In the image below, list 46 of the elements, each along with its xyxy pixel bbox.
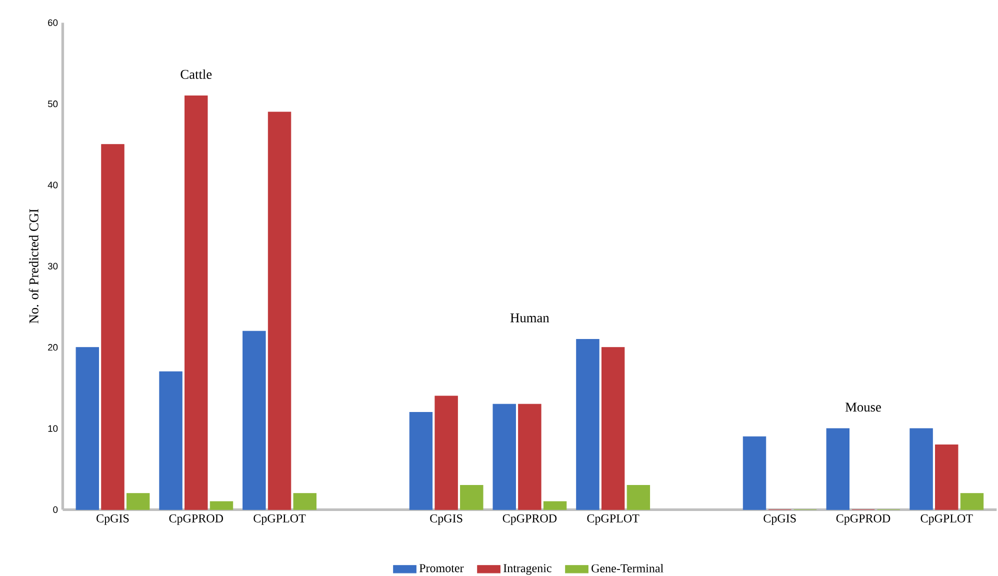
annotation: Mouse [845, 402, 881, 412]
legend-label: Promoter [419, 564, 464, 572]
bar [76, 346, 100, 510]
x-tick-label: CpGPLOT [254, 514, 306, 525]
bar [935, 444, 958, 510]
legend-label: Intragenic [504, 564, 552, 575]
x-tick-label: CpGIS [430, 514, 462, 525]
y-tick-label: 10 [48, 425, 58, 432]
bar [518, 404, 542, 510]
y-tick-label: 60 [48, 19, 58, 26]
bar [409, 412, 433, 510]
bar [101, 144, 124, 510]
bar [210, 501, 234, 510]
bar [434, 396, 458, 510]
y-tick-label: 20 [48, 344, 58, 350]
x-tick-label: CpGPROD [169, 514, 224, 525]
bar [126, 492, 150, 510]
bar [492, 404, 516, 510]
y-tick-label: 50 [48, 100, 58, 107]
x-tick-label: CpGPROD [502, 514, 557, 525]
bar [910, 428, 933, 510]
bar [293, 492, 316, 510]
bar [268, 112, 292, 510]
bar [543, 501, 567, 510]
bar [159, 371, 182, 510]
bar [460, 484, 484, 510]
bar [576, 338, 600, 510]
annotation: Cattle [180, 69, 212, 79]
x-tick-label: CpGPLOT [920, 514, 973, 525]
y-tick-label: 30 [48, 262, 58, 270]
bar [242, 330, 266, 510]
x-tick-label: CpGIS [764, 514, 796, 525]
x-tick-label: CpGPROD [836, 514, 890, 525]
y-tick-label: 40 [48, 182, 58, 188]
bar [742, 436, 766, 510]
x-tick-label: CpGIS [96, 514, 129, 525]
x-tick-label: CpGPLOT [587, 514, 640, 525]
bar [826, 428, 850, 510]
annotation: Human [510, 313, 550, 322]
bar [960, 492, 984, 510]
bar [626, 484, 650, 510]
y-tick-label: 0 [53, 506, 58, 513]
legend-label: Gene-Terminal [592, 564, 664, 572]
y-axis-title: No. of Predicted CGI [28, 208, 38, 324]
bar [601, 346, 625, 510]
bar [184, 95, 208, 510]
